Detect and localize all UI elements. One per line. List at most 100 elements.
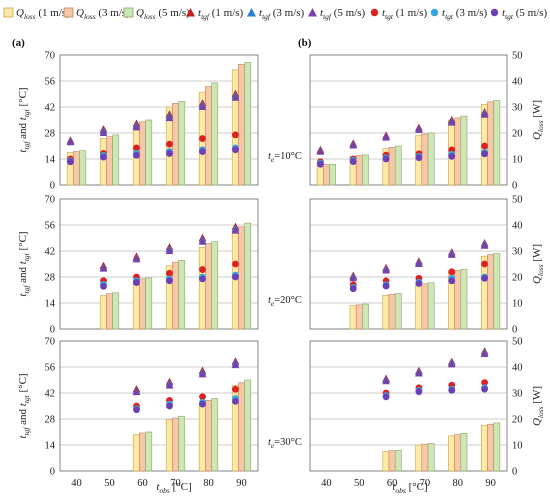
- bar-q3-80: [205, 86, 212, 186]
- point-tg5-50: [100, 153, 107, 161]
- bar-q3-60: [388, 147, 396, 186]
- point-tg1-90: [232, 131, 239, 139]
- point-tg1-80: [199, 266, 206, 273]
- point-tg1-90: [481, 260, 488, 268]
- bar-q5-90: [493, 100, 501, 186]
- point-tf5-80: [198, 370, 207, 378]
- bar-q5-70: [427, 132, 435, 186]
- point-tg5-70: [415, 388, 423, 396]
- y-tick-label: 10: [512, 441, 523, 452]
- point-tg1-90: [232, 260, 239, 268]
- y-label-left-row1: ttgf and ttgt [°C]: [17, 87, 31, 152]
- panel-b-row2: 0 10 20 30 40 50: [309, 195, 523, 336]
- legend-label-tf3: ttgf (3 m/s): [259, 7, 305, 21]
- point-tf5-60: [132, 255, 141, 263]
- point-tg1-90: [481, 379, 488, 386]
- bar-q5-80: [460, 268, 468, 330]
- point-tf5-40: [316, 147, 325, 155]
- y-tick-label: 50: [512, 195, 523, 206]
- bar-q3-50: [355, 304, 363, 330]
- point-tg5-60: [382, 282, 390, 290]
- point-tf5-70: [415, 259, 423, 267]
- point-tg5-80: [199, 400, 206, 408]
- point-tf5-80: [447, 118, 456, 126]
- legend-label-q5: Qloss (5 m/s): [136, 7, 190, 21]
- legend-item-tf3: ttgf (3 m/s): [247, 7, 305, 21]
- bar-q3-90: [238, 63, 245, 186]
- panels: 01428425670te=10°C0102030405001428425670…: [45, 51, 523, 490]
- point-tg5-60: [382, 393, 390, 401]
- y-label-left-row2: ttgf and ttgt [°C]: [17, 231, 31, 296]
- point-tg5-40: [67, 158, 74, 166]
- y-tick-label: 70: [45, 51, 56, 62]
- bar-q3-80: [454, 434, 462, 472]
- y-tick-label: 42: [45, 389, 56, 400]
- bar-q5-60: [145, 277, 153, 330]
- y-tick-label: 70: [45, 337, 56, 348]
- bar-q1-50: [99, 295, 107, 330]
- point-tg5-50: [100, 282, 107, 290]
- panel-a-row3: 0 14 28 42 56 70 40 50 60 70 80 90 te=30°C: [45, 337, 302, 490]
- point-tf5-50: [349, 141, 358, 149]
- point-tf5-60: [382, 133, 390, 141]
- bar-q5-80: [211, 82, 219, 186]
- plot-frame: [59, 54, 259, 186]
- plot-frame: [59, 198, 259, 330]
- point-tg1-60: [133, 144, 140, 152]
- point-tg5-90: [232, 397, 239, 405]
- legend-triangle-tf3: [247, 8, 256, 17]
- bar-q3-60: [388, 450, 396, 472]
- legend-item-tg3: ttgt (3 m/s): [430, 7, 488, 21]
- point-tg5-70: [166, 402, 173, 410]
- bar-q5-90: [493, 422, 501, 472]
- point-tg5-90: [481, 385, 488, 393]
- point-tf5-80: [447, 250, 456, 258]
- bar-q5-90: [493, 253, 501, 330]
- x-tick-label: 60: [387, 478, 398, 489]
- y-tick-label: 10: [512, 155, 523, 166]
- point-tf5-50: [349, 274, 358, 282]
- point-tg1-80: [199, 393, 206, 401]
- bar-q3-80: [205, 400, 212, 472]
- point-tg5-70: [415, 280, 423, 287]
- plot-frame: [309, 340, 508, 472]
- point-tg5-60: [382, 155, 390, 163]
- bar-q1-90: [231, 69, 239, 186]
- y-tick-label: 42: [45, 103, 56, 114]
- legend-swatch-q5: [123, 7, 134, 18]
- point-tf5-90: [231, 226, 240, 234]
- point-tf5-50: [99, 264, 108, 272]
- bar-q5-80: [211, 241, 219, 330]
- bar-q5-50: [112, 134, 120, 186]
- bar-q5-60: [145, 119, 153, 186]
- bar-q5-60: [394, 145, 402, 186]
- panel-a-row1: 0 14 28 42 56 70 te=10°C: [45, 51, 302, 192]
- point-tg5-70: [166, 150, 173, 157]
- point-tg5-50: [349, 158, 357, 166]
- point-tg1-70: [166, 140, 173, 148]
- x-tick-label: 90: [236, 478, 247, 489]
- bar-q1-60: [382, 294, 390, 330]
- point-tf5-70: [415, 125, 423, 133]
- bar-q1-80: [198, 403, 206, 472]
- bar-q5-60: [394, 293, 402, 330]
- point-tg1-90: [481, 142, 488, 150]
- legend-label-q1: Qloss (1 m/s): [16, 7, 70, 21]
- plot-frame: [309, 54, 508, 186]
- legend-circle-tg3: [430, 8, 439, 17]
- legend-triangle-tf5: [308, 8, 317, 17]
- bar-q1-60: [132, 434, 140, 472]
- bar-q3-90: [238, 226, 245, 330]
- point-tg5-80: [199, 148, 206, 155]
- legend-swatch-q1: [3, 7, 14, 18]
- point-tf5-50: [99, 128, 108, 136]
- bar-q1-40: [316, 165, 324, 186]
- point-tg5-60: [133, 406, 140, 414]
- point-tg1-80: [448, 268, 456, 276]
- panel-a-label: (a): [12, 37, 25, 49]
- point-tf5-80: [198, 237, 207, 245]
- bar-q5-40: [329, 163, 337, 186]
- point-tg5-70: [166, 277, 173, 285]
- bar-q3-80: [454, 117, 462, 186]
- point-tf5-90: [480, 349, 489, 357]
